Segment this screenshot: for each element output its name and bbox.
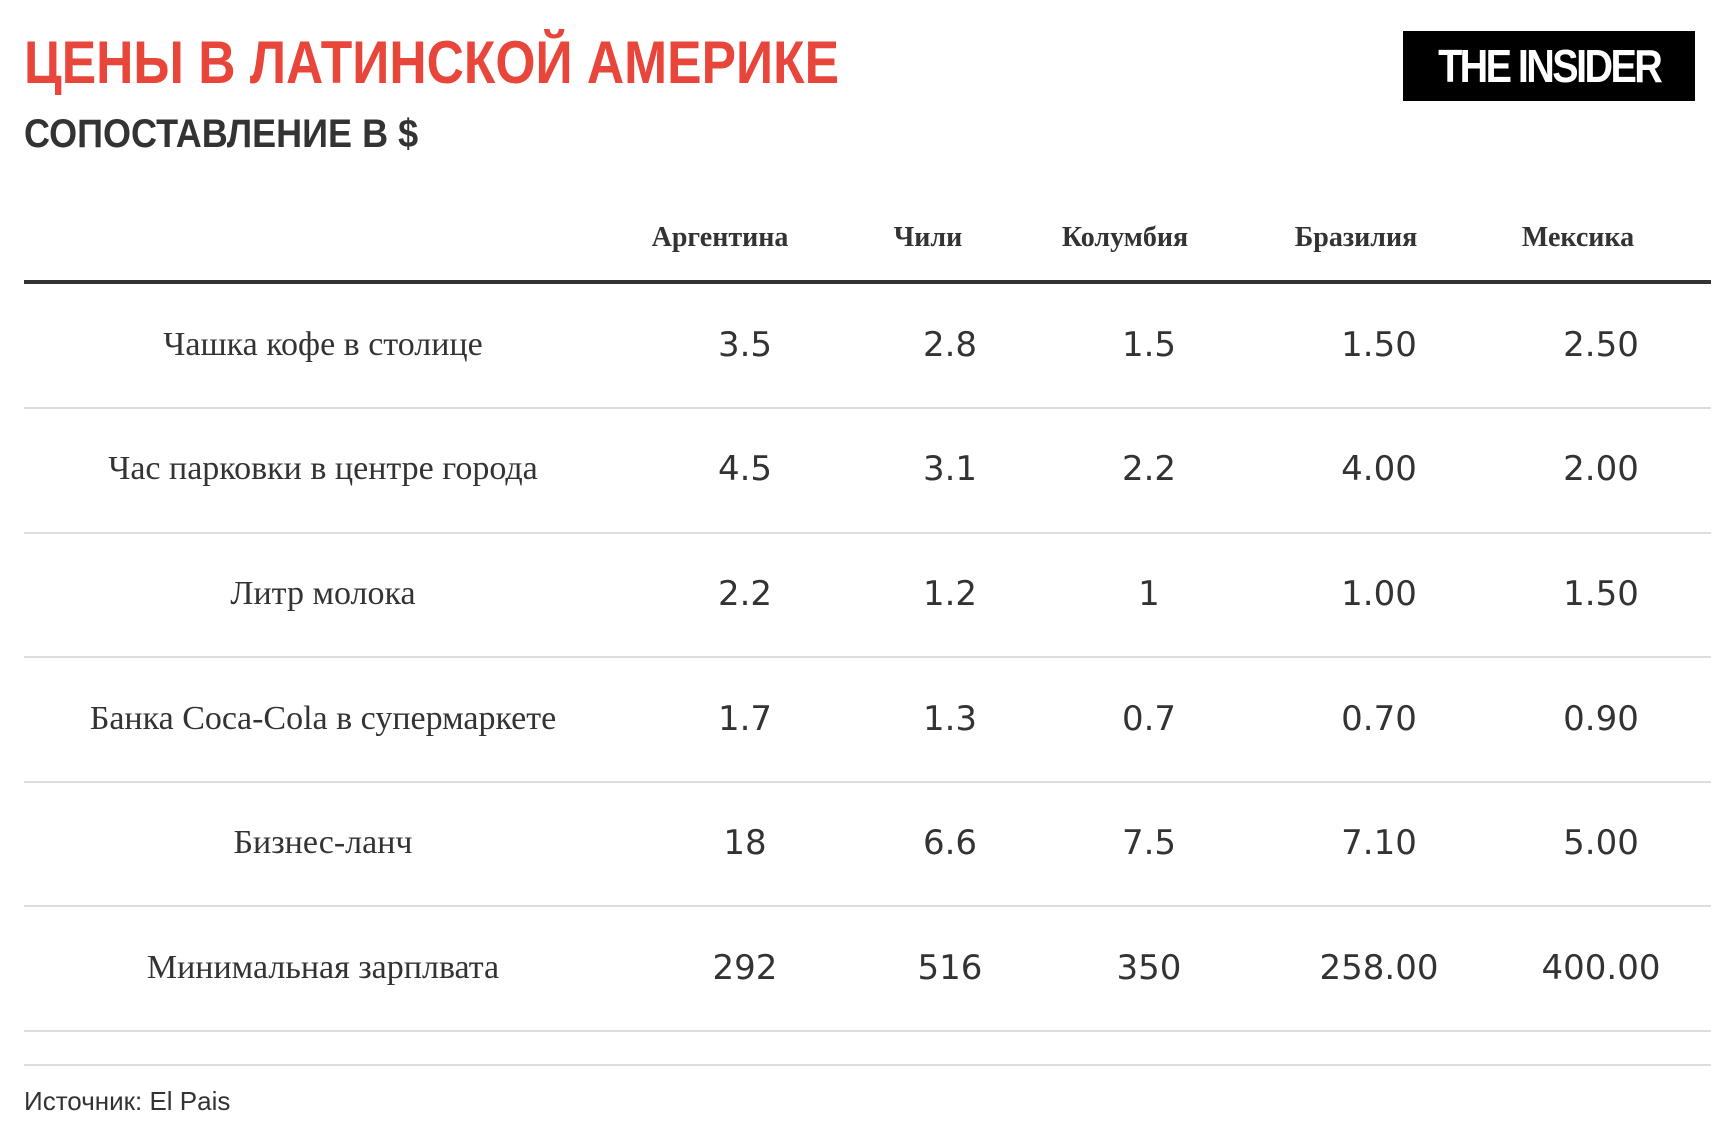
the-insider-logo: THE INSIDER [1403, 31, 1695, 101]
table-cell: 400.00 [1541, 947, 1661, 988]
table-cell: 2.2 [717, 573, 773, 614]
row-label: Бизнес-ланч [233, 824, 413, 862]
table-cell: 2.2 [1121, 449, 1177, 490]
source-note: Источник: El Pais [24, 1086, 231, 1116]
column-header: Бразилия [1294, 222, 1418, 253]
table-cell: 0.7 [1121, 698, 1177, 739]
row-divider [24, 531, 1711, 534]
row-label: Литр молока [230, 574, 416, 612]
column-header: Чили [893, 222, 963, 253]
row-divider [24, 780, 1711, 783]
table-cell: 0.70 [1341, 698, 1417, 739]
footer-divider [24, 1064, 1711, 1066]
table-cell: 1.50 [1563, 573, 1639, 614]
row-divider [24, 656, 1711, 659]
table-cell: 292 [712, 947, 778, 988]
table-cell: 2.8 [922, 324, 978, 365]
row-divider [24, 407, 1711, 409]
table-cell: 7.5 [1121, 823, 1177, 864]
table-cell: 2.00 [1563, 449, 1639, 490]
table-cell: 1.3 [922, 698, 978, 739]
table-cell: 6.6 [922, 823, 978, 864]
row-label: Чашка кофе в столице [163, 325, 483, 363]
table-cell: 1.50 [1341, 324, 1417, 365]
row-divider [24, 1030, 1711, 1032]
column-header: Мексика [1521, 222, 1635, 253]
table-cell: 5.00 [1563, 823, 1639, 864]
table-cell: 3.1 [922, 449, 978, 490]
logo-text: THE INSIDER [1437, 40, 1663, 92]
table-cell: 7.10 [1341, 823, 1417, 864]
table-cell: 18 [723, 823, 767, 864]
table-cell: 1.00 [1341, 573, 1417, 614]
table-cell: 0.90 [1563, 698, 1639, 739]
page-title: ЦЕНЫ В ЛАТИНСКОЙ АМЕРИКЕ [24, 29, 839, 96]
table-cell: 1.7 [717, 698, 773, 739]
table-cell: 3.5 [717, 324, 773, 365]
table-cell: 350 [1116, 947, 1182, 988]
row-label: Минимальная зарплвата [146, 948, 500, 986]
table-cell: 1.2 [922, 573, 978, 614]
table-cell: 516 [917, 947, 983, 988]
row-label: Банка Coca-Cola в супермаркете [89, 699, 557, 737]
table-cell: 4.5 [717, 449, 773, 490]
row-divider [24, 905, 1711, 908]
column-header: Аргентина [651, 222, 789, 253]
table-cell: 1 [1138, 573, 1160, 614]
table-cell: 258.00 [1319, 947, 1439, 988]
table-cell: 4.00 [1341, 449, 1417, 490]
table-cell: 1.5 [1121, 324, 1177, 365]
header-divider [24, 280, 1711, 284]
row-label: Час парковки в центре города [108, 450, 538, 488]
page-subtitle: СОПОСТАВЛЕНИЕ В $ [24, 112, 419, 156]
column-header: Колумбия [1061, 222, 1189, 253]
table-cell: 2.50 [1563, 324, 1639, 365]
